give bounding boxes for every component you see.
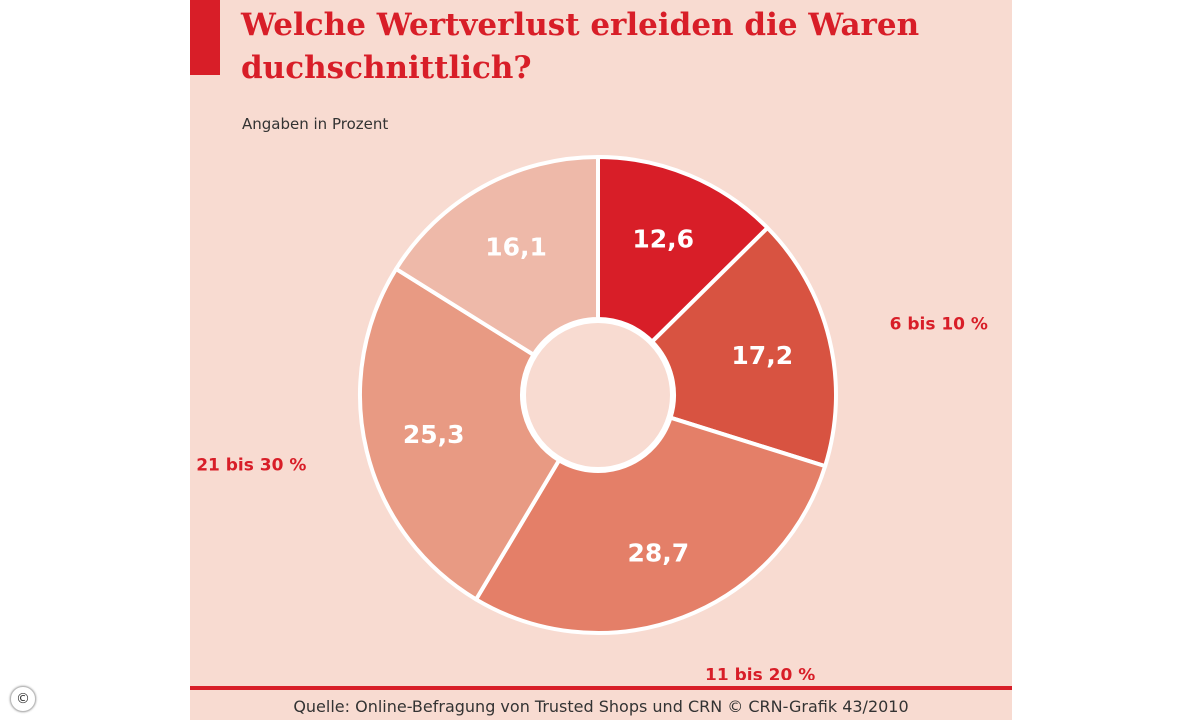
slice-value-label: 16,1: [485, 233, 547, 262]
chart-subtitle: Angaben in Prozent: [242, 115, 389, 133]
donut-slice: [596, 155, 770, 344]
chart-title: Welche Wertverlust erleiden die Waren du…: [241, 7, 920, 86]
donut-chart: 12,6<5%17,26 bis 10 %28,711 bis 20 %25,3…: [196, 140, 988, 680]
source-note: Quelle: Online-Befragung von Trusted Sho…: [293, 697, 909, 716]
slice-category-label: 6 bis 10 %: [890, 314, 988, 334]
title-accent-bar: [190, 0, 220, 75]
footer-rule: [190, 686, 1012, 690]
slice-value-label: 12,6: [632, 225, 694, 254]
copyright-icon: ©: [10, 686, 36, 712]
slice-category-label: 21 bis 30 %: [196, 456, 306, 476]
slice-category-label: 11 bis 20 %: [705, 665, 815, 680]
slice-value-label: 25,3: [403, 420, 465, 449]
slice-value-label: 17,2: [731, 341, 793, 370]
donut-hole: [522, 319, 674, 471]
slice-category-label: >30 %: [392, 140, 453, 143]
slice-value-label: 28,7: [627, 538, 689, 567]
